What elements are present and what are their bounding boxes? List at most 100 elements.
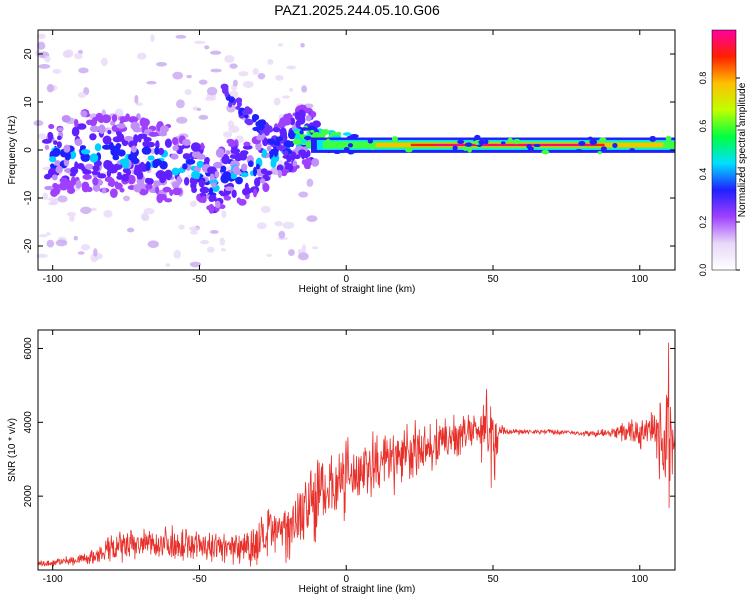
spectrogram-cell — [215, 200, 221, 209]
spectrogram-cell — [69, 215, 75, 222]
spectrogram-cell — [130, 121, 140, 131]
spectrogram-cell — [541, 149, 550, 155]
spectrogram-cell — [85, 163, 94, 170]
spectrogram-cell — [306, 215, 318, 222]
spectrogram-cell — [301, 244, 307, 253]
spectrogram-cell — [299, 127, 309, 131]
spectrogram-cell — [259, 178, 266, 184]
spectrogram-cell — [136, 170, 144, 180]
snr-panel: -100 -50 0 50 100 2000 4000 6000 Height of stra… — [7, 329, 676, 595]
colorbar-tick-label: 0.4 — [698, 168, 708, 181]
spectrogram-cell — [228, 96, 235, 103]
spectrogram-cell — [391, 136, 398, 142]
colorbar: 0.0 0.2 0.4 0.6 0.8 Normalized spectral ampl… — [698, 29, 748, 276]
spectrogram-cell — [155, 140, 160, 150]
spectrogram-cell — [57, 195, 68, 203]
spectrogram-cell — [101, 187, 107, 194]
spectrogram-cell — [210, 50, 222, 55]
spectrogram-cell — [74, 118, 79, 128]
spectrogram-cell — [48, 201, 57, 206]
spectrogram-cell — [185, 158, 196, 165]
spectrogram-cell — [141, 214, 150, 222]
spectrogram-cell — [247, 160, 254, 168]
spectrogram-cell — [147, 155, 155, 161]
spectrogram-cell — [649, 135, 657, 142]
spectrogram-cell — [145, 161, 151, 171]
spectrogram-cell — [198, 179, 205, 188]
spectrogram-cell — [74, 125, 79, 136]
colorbar-frame — [711, 29, 737, 271]
spectrogram-cell — [81, 149, 91, 155]
spectrogram-cell — [44, 55, 51, 63]
spectrogram-cell — [182, 153, 192, 160]
spectrogram-cells — [33, 33, 675, 268]
spectrogram-cell — [278, 144, 284, 152]
spectrogram-cell — [221, 154, 230, 165]
spectrogram-cell — [210, 182, 217, 188]
spectrogram-cell — [223, 131, 233, 138]
spectrogram-cell — [309, 129, 315, 133]
x-tick-label: 0 — [343, 574, 349, 585]
spectrogram-cell — [252, 68, 259, 75]
spectrogram-cell — [303, 159, 310, 170]
spectrogram-cell — [527, 146, 534, 151]
spectrogram-cell — [292, 160, 298, 167]
spectrogram-cell — [93, 248, 98, 257]
spectrogram-cell — [282, 221, 295, 229]
spectrogram-cell — [157, 147, 165, 156]
spectrogram-cell — [226, 138, 235, 145]
spectrogram-cell — [282, 150, 289, 157]
spectrogram-cell — [49, 163, 55, 169]
spectrogram-cell — [75, 180, 82, 189]
spectrogram-cell — [474, 134, 481, 139]
spectrogram-cell — [154, 147, 160, 155]
spectrogram-cell — [195, 153, 206, 160]
spectrogram-cell — [51, 174, 58, 181]
spectrogram-cell — [183, 177, 190, 186]
spectrogram-cell — [184, 89, 192, 96]
spectrogram-cell — [193, 40, 206, 44]
spectrogram-cell — [347, 143, 354, 148]
spectrogram-cell — [229, 63, 238, 69]
spectrogram-cell — [116, 123, 126, 129]
spectrogram-cell — [38, 63, 51, 69]
spectrogram-cell — [235, 176, 243, 185]
spectrogram-cell — [61, 114, 71, 123]
spectrogram-cell — [362, 145, 370, 149]
spectrogram-cell — [256, 135, 265, 141]
spectrogram-cell — [240, 150, 249, 156]
spectrogram-cell — [78, 49, 83, 55]
spectrogram-cell — [114, 182, 123, 190]
spectrogram-cell — [196, 160, 204, 168]
colorbar-ticks: 0.0 0.2 0.4 0.6 0.8 — [698, 29, 740, 276]
y-tick-label: -10 — [23, 190, 34, 205]
spectrogram-cell — [140, 188, 146, 194]
spectrogram-cell — [281, 169, 290, 174]
spectrogram-cell — [176, 175, 182, 185]
spectrogram-cell — [124, 135, 134, 142]
spectrogram-cell — [242, 144, 253, 150]
x-tick-label: -100 — [43, 274, 63, 285]
spectrogram-cell — [62, 50, 72, 58]
spectrogram-cell — [80, 244, 91, 251]
snr-ticks: -100 -50 0 50 100 2000 4000 6000 — [23, 330, 675, 585]
snr-ylabel: SNR (10 * v/v) — [7, 418, 18, 482]
spectrogram-cell — [600, 146, 607, 152]
spectrogram-cell — [263, 170, 273, 176]
spectrogram-cell — [172, 71, 184, 80]
spectrogram-cell — [58, 181, 69, 191]
spectrogram-cell — [53, 182, 58, 188]
spectrogram-cell — [190, 230, 198, 235]
spectrogram-cell — [109, 188, 118, 198]
spectrogram-cell — [50, 188, 59, 198]
colorbar-tick-label: 0.8 — [698, 72, 708, 85]
snr-background — [38, 330, 675, 570]
spectrogram-cell — [94, 143, 102, 152]
spectrogram-cell — [235, 105, 241, 110]
spectrogram-cell — [262, 148, 267, 158]
spectrogram-cell — [59, 177, 69, 184]
colorbar-tick-label: 0.2 — [698, 216, 708, 229]
spectrogram-cell — [478, 139, 486, 145]
spectrogram-cell — [219, 237, 226, 246]
